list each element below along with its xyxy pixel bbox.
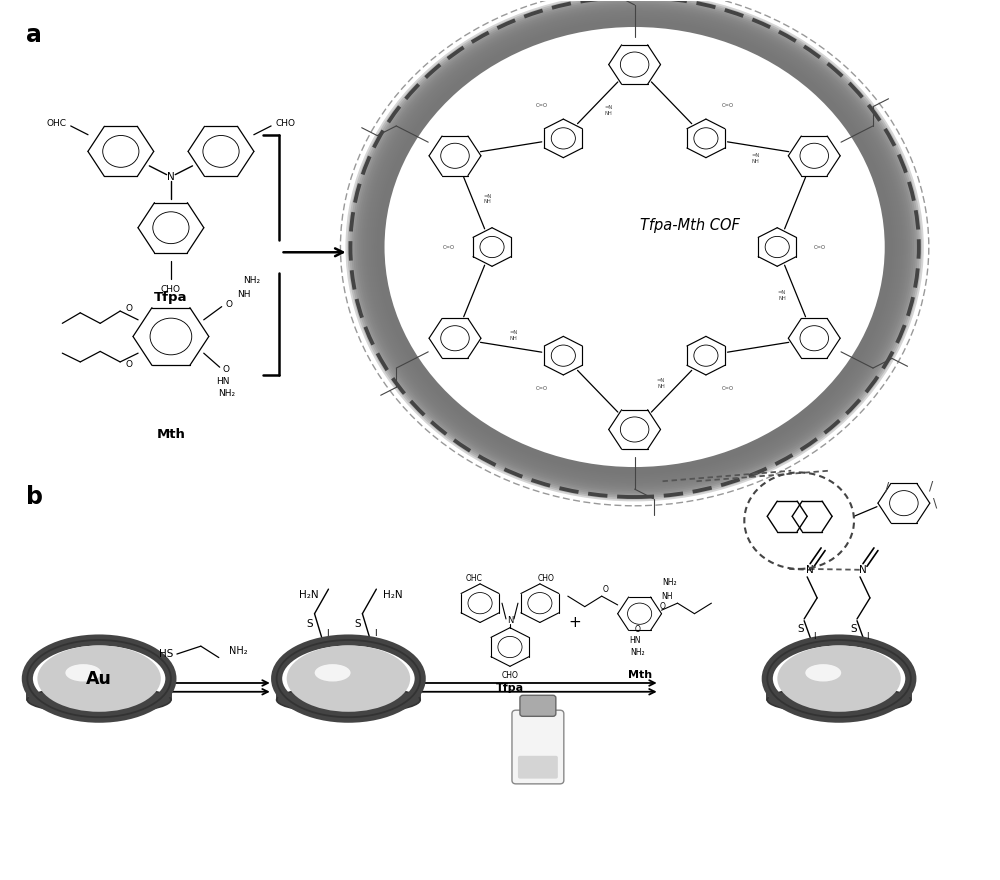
Text: HN: HN [216,377,229,385]
Text: NH: NH [662,591,673,601]
Text: C=O: C=O [814,245,826,250]
Text: /: / [885,480,889,494]
Text: Au: Au [86,670,112,687]
Text: Mth: Mth [628,670,652,680]
Circle shape [349,0,920,498]
Text: =N
NH: =N NH [751,153,760,165]
Text: N: N [806,565,814,575]
Text: Mth: Mth [156,429,185,441]
Circle shape [351,0,918,496]
Text: I: I [326,629,329,638]
Circle shape [355,1,914,493]
Circle shape [345,0,924,502]
Text: CHO: CHO [538,574,555,583]
Circle shape [361,6,908,488]
Text: C=O: C=O [536,385,548,391]
Text: =N
NH: =N NH [510,330,518,341]
Circle shape [365,10,904,484]
Circle shape [357,3,912,491]
Text: O: O [223,365,230,374]
Text: OHC: OHC [465,574,482,583]
Circle shape [369,13,900,480]
Text: O: O [126,304,133,313]
Text: =N
NH: =N NH [483,194,491,204]
Ellipse shape [27,686,171,714]
Circle shape [359,4,910,489]
Circle shape [385,27,885,467]
Text: S: S [851,624,857,634]
Ellipse shape [315,664,351,681]
FancyBboxPatch shape [520,695,556,716]
Text: CHO: CHO [275,119,295,128]
Text: CHO: CHO [502,671,518,679]
Text: N: N [859,565,867,575]
Text: I: I [813,632,815,641]
Circle shape [373,17,896,477]
Text: S: S [306,620,313,629]
Text: Tfpa: Tfpa [154,291,188,304]
Text: Tfpa-Mth COF: Tfpa-Mth COF [640,217,739,232]
Text: O: O [660,602,665,612]
Circle shape [353,0,916,495]
Text: b: b [26,485,43,509]
Text: S: S [354,620,361,629]
Text: =N
NH: =N NH [778,290,786,300]
Text: NH₂: NH₂ [630,648,645,656]
Text: NH₂: NH₂ [229,646,247,656]
Text: /: / [929,479,933,492]
Text: H₂N: H₂N [383,590,403,600]
Text: =N
NH: =N NH [657,378,665,389]
Text: O: O [226,299,233,309]
Text: Tfpa: Tfpa [496,683,524,693]
Text: C=O: C=O [536,103,548,108]
Text: N: N [167,172,175,182]
Text: H₂N: H₂N [299,590,319,600]
Text: I: I [866,632,868,641]
Ellipse shape [287,645,410,712]
Text: C=O: C=O [721,385,733,391]
Text: NH₂: NH₂ [663,577,677,587]
Ellipse shape [37,645,161,712]
Ellipse shape [767,686,911,714]
Text: O: O [635,625,641,634]
Circle shape [347,0,922,500]
Text: HN: HN [629,635,640,644]
Ellipse shape [65,664,101,681]
Text: CHO: CHO [161,284,181,294]
FancyBboxPatch shape [512,710,564,784]
Text: C=O: C=O [721,103,733,108]
Text: HS: HS [159,649,173,659]
Text: \: \ [933,496,937,510]
Text: a: a [26,23,42,47]
Text: O: O [603,584,609,594]
Circle shape [367,11,902,482]
Text: S: S [798,624,804,634]
Text: =N
NH: =N NH [604,106,612,116]
Text: NH: NH [237,290,250,299]
Text: NH₂: NH₂ [244,275,261,285]
Text: N: N [507,616,513,625]
Circle shape [363,8,906,486]
Ellipse shape [277,686,420,714]
Text: O: O [126,360,133,369]
Text: +: + [568,615,581,630]
Ellipse shape [777,645,901,712]
Ellipse shape [805,664,841,681]
Text: NH₂: NH₂ [218,389,235,398]
Circle shape [371,15,898,479]
FancyBboxPatch shape [518,756,558,779]
Text: I: I [374,629,377,638]
Text: C=O: C=O [443,245,455,250]
Text: OHC: OHC [47,119,67,128]
